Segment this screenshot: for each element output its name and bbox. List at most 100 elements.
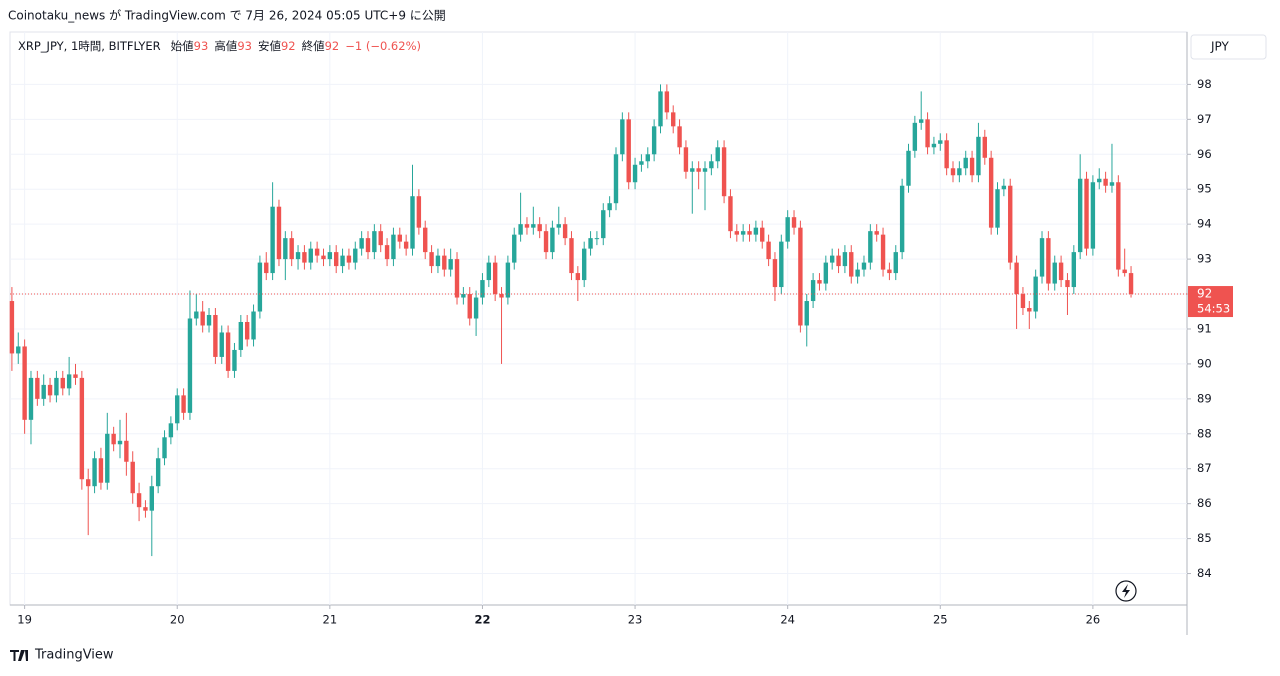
candle-body <box>238 321 244 350</box>
candle-body <box>912 122 918 151</box>
candle-body <box>41 384 46 399</box>
ohlc-value: 93 <box>194 39 209 53</box>
candle-body <box>588 238 593 249</box>
candle-body <box>1027 308 1032 312</box>
candle-body <box>664 91 670 113</box>
candle-body <box>620 119 625 155</box>
candle-body <box>54 377 59 396</box>
candle-body <box>289 238 294 260</box>
candle-body <box>791 217 797 228</box>
y-tick-label: 84 <box>1197 566 1212 580</box>
candle-body <box>531 224 536 228</box>
candle-body <box>1008 185 1013 263</box>
candle-body <box>868 231 873 263</box>
candle-body <box>1033 276 1038 312</box>
y-tick-label: 88 <box>1197 426 1212 440</box>
candle-body <box>963 157 968 169</box>
candle-body <box>658 91 663 127</box>
candle-body <box>334 252 339 267</box>
candle-body <box>73 374 78 378</box>
attribution: Coinotaku_news が TradingView.com で 7月 26… <box>8 8 446 23</box>
candle-body <box>671 112 676 127</box>
candle-body <box>645 154 650 162</box>
candle-body <box>931 143 937 148</box>
candle-body <box>423 227 428 253</box>
candle-body <box>327 252 333 260</box>
candle-body <box>804 301 809 326</box>
candle-body <box>626 119 631 183</box>
candle-body <box>251 311 256 340</box>
symbol: XRP_JPY, 1時間, BITFLYER <box>18 39 161 53</box>
candle-body <box>162 437 167 459</box>
candle-body <box>194 311 199 319</box>
candle-body <box>442 255 447 270</box>
candle-body <box>35 377 40 399</box>
candle-body <box>613 154 619 204</box>
candle-body <box>403 241 409 249</box>
candle-body <box>1122 269 1127 274</box>
candle-body <box>569 238 574 274</box>
candle-body <box>696 168 701 172</box>
candle-body <box>734 231 740 235</box>
candle-body <box>155 458 161 487</box>
x-tick-label: 24 <box>780 613 795 627</box>
candle-body <box>925 119 930 148</box>
candle-body <box>200 311 205 326</box>
candle-body <box>702 168 708 172</box>
candle-body <box>988 157 994 228</box>
candle-body <box>899 185 905 253</box>
candle-body <box>454 259 460 298</box>
candle-body <box>518 224 523 235</box>
candle-body <box>562 224 568 239</box>
candle-body <box>829 255 835 263</box>
candle-body <box>16 346 21 354</box>
candle-body <box>175 395 180 424</box>
candle-body <box>302 252 307 263</box>
x-tick-label: 22 <box>474 613 490 627</box>
ohlc-value: 92 <box>281 39 296 53</box>
countdown: 54:53 <box>1197 302 1230 316</box>
candle-body <box>512 234 517 263</box>
candle-body <box>982 136 987 158</box>
candle-body <box>524 224 530 228</box>
candle-body <box>842 252 848 267</box>
candle-body <box>740 231 746 235</box>
candle-body <box>836 255 841 267</box>
candle-body <box>906 150 911 186</box>
candle-body <box>321 255 326 260</box>
candle-body <box>499 294 504 298</box>
candle-body <box>785 217 790 242</box>
candle-body <box>1058 262 1064 281</box>
candle-body <box>359 238 364 249</box>
candle-body <box>98 458 104 483</box>
candle-body <box>86 479 91 487</box>
candle-body <box>213 315 218 357</box>
candle-body <box>353 248 358 263</box>
last-price-box <box>1188 286 1233 318</box>
candle-body <box>798 227 803 326</box>
y-tick-label: 98 <box>1197 77 1212 91</box>
candle-body <box>1020 294 1026 309</box>
candle-body <box>448 259 453 270</box>
candle-body <box>340 255 345 267</box>
candle-body <box>486 262 492 281</box>
candle-body <box>760 227 765 242</box>
candle-body <box>728 196 733 232</box>
y-tick-label: 91 <box>1197 321 1212 335</box>
y-tick-label: 95 <box>1197 182 1212 196</box>
candle-body <box>969 157 975 176</box>
candle-body <box>276 206 282 260</box>
candle-body <box>206 315 212 326</box>
candle-body <box>130 461 135 494</box>
candle-body <box>715 147 720 162</box>
candle-body <box>429 252 434 267</box>
currency-box[interactable] <box>1190 34 1267 60</box>
candle-body <box>467 294 472 319</box>
candle-body <box>855 269 860 277</box>
ohlc-value: 92 <box>325 39 340 53</box>
candle-body <box>92 458 97 487</box>
candle-body <box>1046 238 1051 284</box>
x-tick-label: 23 <box>628 613 643 627</box>
candle-body <box>124 440 129 462</box>
last-price-label: 92 <box>1197 287 1212 301</box>
